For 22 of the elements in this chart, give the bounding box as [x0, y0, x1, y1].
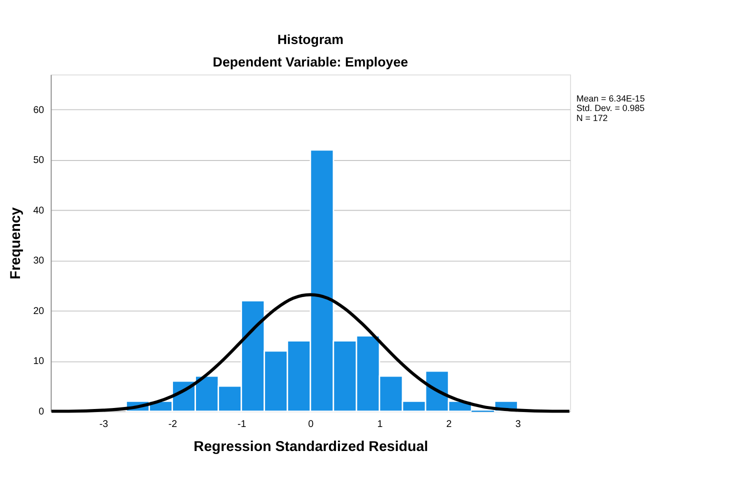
x-tick-label: 0: [308, 418, 314, 430]
x-axis-title: Regression Standardized Residual: [194, 438, 428, 455]
text: Mean = 6.34E-15: [576, 93, 645, 104]
x-tick-label: -2: [168, 418, 178, 430]
y-tick-label: 0: [38, 406, 45, 418]
x-tick-label: 3: [515, 418, 522, 430]
line-series: [50, 293, 571, 413]
text: Std. Dev. = 0.985: [576, 103, 645, 114]
x-tick-label: 2: [446, 418, 452, 430]
x-tick-label: 1: [377, 418, 383, 430]
text: N = 172: [576, 112, 608, 123]
y-tick-label: 40: [33, 205, 45, 216]
y-tick-label: 10: [33, 356, 45, 368]
chart-title: Histogram: [277, 32, 344, 48]
y-axis-title: Frequency: [8, 207, 24, 280]
y-tick-label: 30: [33, 256, 45, 267]
x-tick-label: -3: [99, 418, 109, 430]
y-tick-label: 20: [33, 306, 45, 317]
y-tick-label: 60: [33, 104, 45, 116]
y-tick-label: 50: [33, 155, 45, 166]
x-tick-label: -1: [237, 418, 246, 430]
chart-subtitle: Dependent Variable: Employee: [212, 54, 408, 70]
